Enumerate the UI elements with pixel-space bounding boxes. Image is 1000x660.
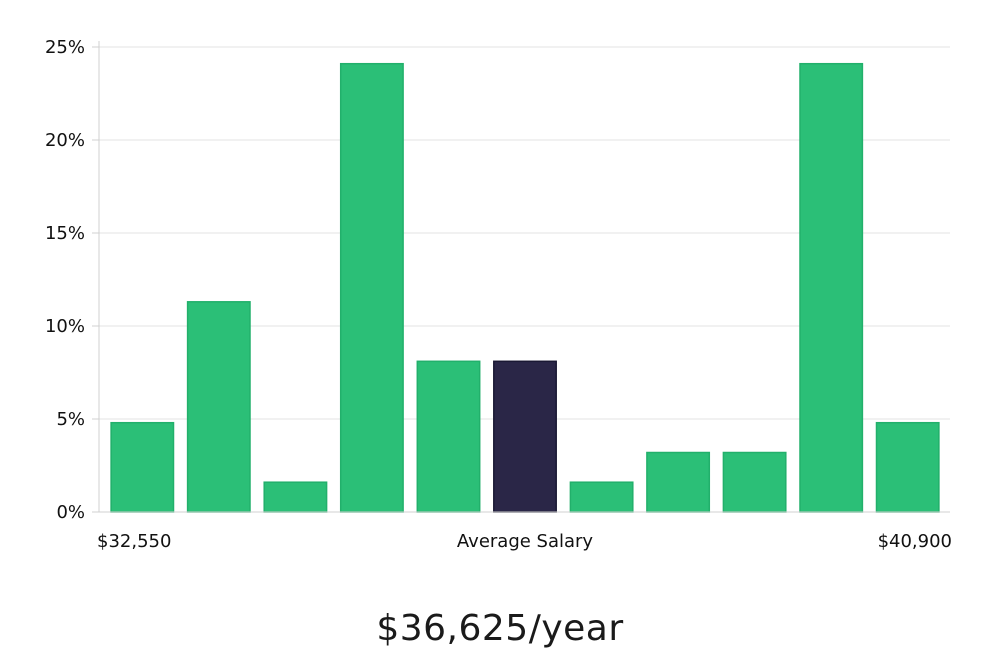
x-min-label: $32,550 (97, 531, 171, 552)
y-tick-label: 25% (45, 37, 85, 58)
y-axis-ticks: 0% 5% 10% 15% 20% 25% (45, 37, 99, 523)
x-center-label: Average Salary (457, 531, 594, 552)
salary-bar (569, 481, 634, 513)
y-tick-label: 5% (56, 409, 85, 430)
average-salary-bar (493, 360, 557, 513)
y-tick-label: 15% (45, 223, 85, 244)
salary-bar (339, 62, 404, 513)
y-tick-label: 20% (45, 130, 85, 151)
bars (110, 62, 940, 513)
salary-distribution-chart: 0%5%10%15%20%25% $32,550 Average Salary … (45, 37, 952, 552)
y-tick-label: 0% (56, 502, 85, 523)
y-tick-label: 10% (45, 316, 85, 337)
salary-bar (799, 62, 864, 513)
salary-bar (722, 451, 787, 513)
average-salary-value: $36,625/year (376, 608, 624, 649)
salary-bar (646, 451, 711, 513)
salary-bar (186, 301, 251, 513)
salary-bar (110, 421, 175, 513)
salary-bar (875, 421, 940, 513)
salary-bar (263, 481, 328, 513)
x-max-label: $40,900 (878, 531, 952, 552)
salary-bar (416, 360, 481, 513)
